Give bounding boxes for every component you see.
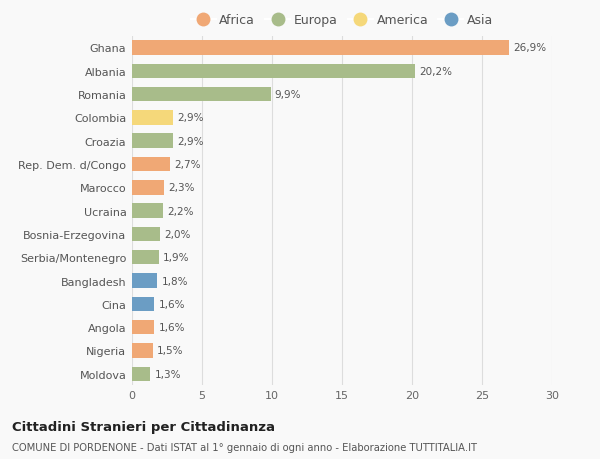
Text: 1,6%: 1,6%: [158, 322, 185, 332]
Text: 2,7%: 2,7%: [174, 160, 200, 170]
Bar: [132, 64, 415, 79]
Bar: [132, 204, 163, 218]
Bar: [132, 41, 509, 56]
Bar: [132, 227, 160, 241]
Bar: [132, 297, 154, 311]
Text: 26,9%: 26,9%: [513, 43, 546, 53]
Text: 2,2%: 2,2%: [167, 206, 193, 216]
Bar: [132, 274, 157, 288]
Text: COMUNE DI PORDENONE - Dati ISTAT al 1° gennaio di ogni anno - Elaborazione TUTTI: COMUNE DI PORDENONE - Dati ISTAT al 1° g…: [12, 442, 477, 452]
Text: 2,9%: 2,9%: [177, 136, 203, 146]
Text: 1,3%: 1,3%: [154, 369, 181, 379]
Bar: [132, 157, 170, 172]
Bar: [132, 343, 153, 358]
Bar: [132, 367, 150, 381]
Text: 1,6%: 1,6%: [158, 299, 185, 309]
Text: 1,8%: 1,8%: [161, 276, 188, 286]
Text: 1,9%: 1,9%: [163, 252, 190, 263]
Bar: [132, 134, 173, 149]
Bar: [132, 320, 154, 335]
Text: 20,2%: 20,2%: [419, 67, 452, 77]
Text: 2,0%: 2,0%: [164, 230, 191, 240]
Text: 2,3%: 2,3%: [169, 183, 195, 193]
Bar: [132, 111, 173, 125]
Bar: [132, 88, 271, 102]
Bar: [132, 251, 158, 265]
Text: 9,9%: 9,9%: [275, 90, 301, 100]
Bar: [132, 181, 164, 195]
Text: Cittadini Stranieri per Cittadinanza: Cittadini Stranieri per Cittadinanza: [12, 420, 275, 433]
Legend: Africa, Europa, America, Asia: Africa, Europa, America, Asia: [191, 14, 493, 27]
Text: 1,5%: 1,5%: [157, 346, 184, 356]
Text: 2,9%: 2,9%: [177, 113, 203, 123]
